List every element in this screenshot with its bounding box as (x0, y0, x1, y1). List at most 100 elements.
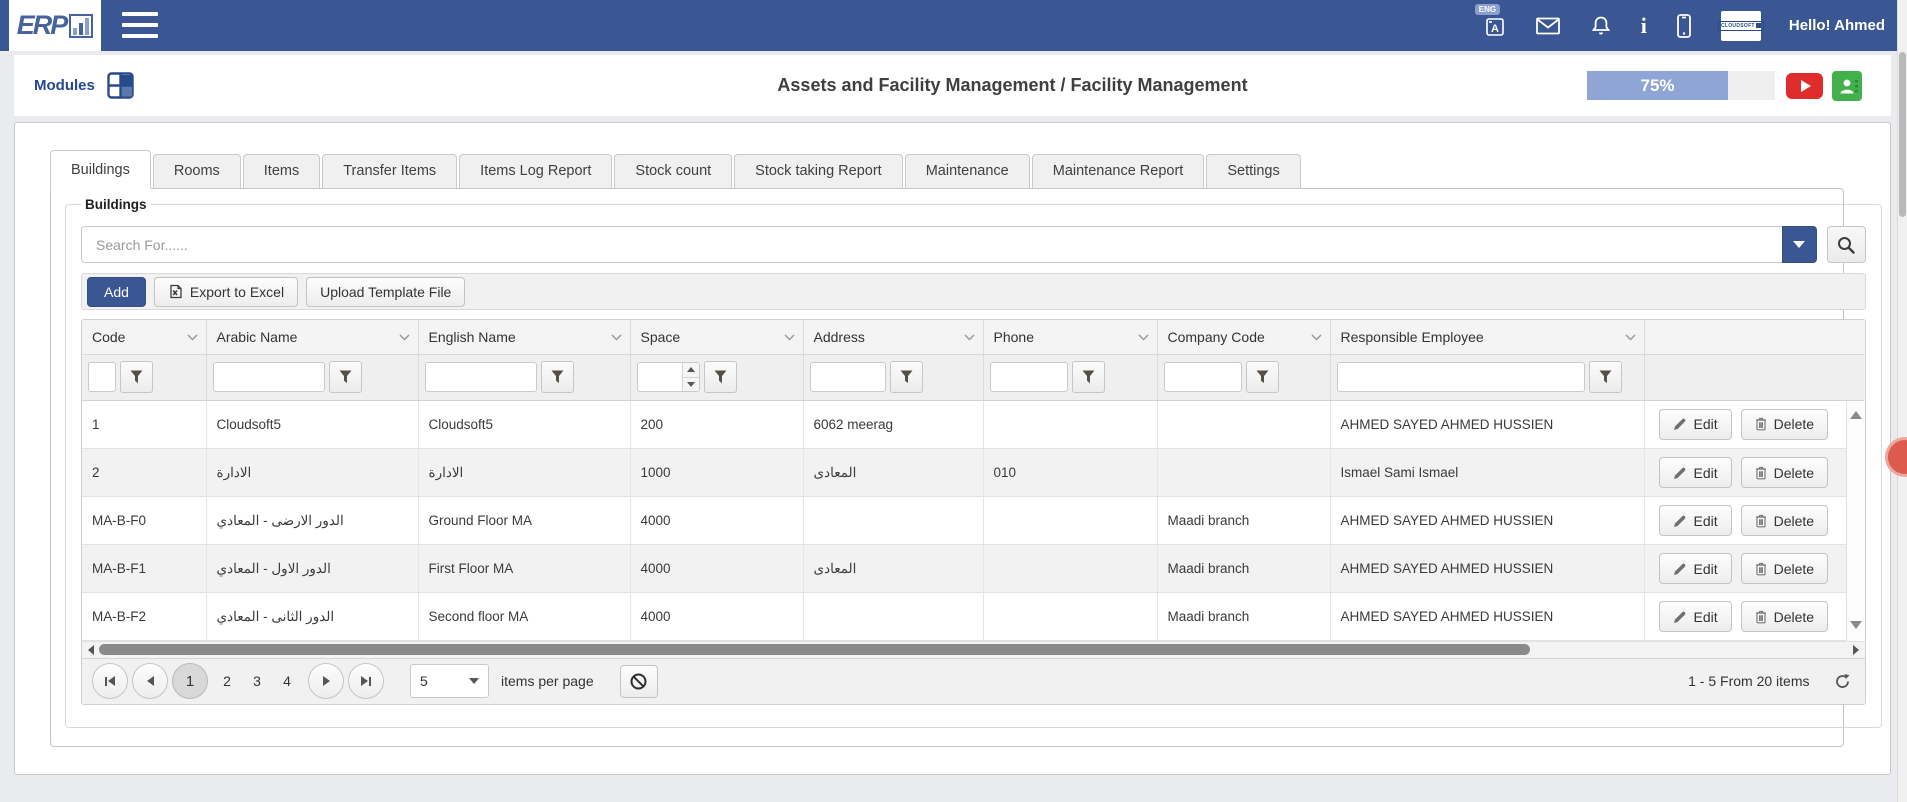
scroll-right-icon[interactable] (1850, 644, 1862, 655)
filter-button[interactable] (1588, 361, 1622, 393)
chevron-down-icon[interactable] (1137, 334, 1149, 341)
filter-button[interactable] (540, 361, 574, 393)
column-header-code[interactable]: Code (82, 320, 207, 355)
filter-button[interactable] (1071, 361, 1105, 393)
tab-items[interactable]: Items (242, 154, 321, 189)
refresh-icon[interactable] (1834, 673, 1851, 690)
column-header-address[interactable]: Address (803, 320, 984, 355)
scroll-up-icon[interactable] (1849, 410, 1862, 419)
edit-button[interactable]: Edit (1658, 505, 1732, 536)
company-logo-badge[interactable]: CLOUDSOFT (1717, 10, 1764, 41)
mobile-phone-icon[interactable] (1675, 13, 1693, 39)
export-to-excel-button[interactable]: Export to Excel (153, 276, 299, 307)
search-button[interactable] (1826, 226, 1866, 263)
last-page-button[interactable] (348, 663, 384, 699)
filter-input-arabic-name[interactable] (212, 362, 325, 392)
tab-maintenance-report[interactable]: Maintenance Report (1031, 154, 1205, 189)
chevron-down-icon[interactable] (783, 334, 795, 341)
page-button-current[interactable]: 1 (172, 663, 208, 699)
tab-buildings[interactable]: Buildings (50, 150, 151, 189)
menu-hamburger-icon[interactable] (122, 10, 158, 40)
previous-page-button[interactable] (132, 663, 168, 699)
page-button-4[interactable]: 4 (283, 673, 291, 689)
grid-horizontal-scrollbar[interactable] (82, 640, 1865, 658)
table-row[interactable]: MA-B-F1 الدور الاول - المعادي First Floo… (82, 544, 1865, 593)
table-row[interactable]: 2 الادارة الادارة 1000 المعادى 010 Ismae… (82, 448, 1865, 497)
hscroll-thumb[interactable] (99, 644, 1530, 655)
filter-input-responsible-employee[interactable] (1336, 362, 1585, 392)
cell-code: 2 (82, 448, 207, 497)
page-scrollbar[interactable] (1897, 0, 1907, 802)
info-icon[interactable]: i (1640, 12, 1647, 38)
modules-menu[interactable]: Modules (34, 72, 134, 99)
filter-button[interactable] (120, 361, 153, 393)
filter-button[interactable] (703, 361, 737, 393)
filter-input-space[interactable] (637, 363, 682, 391)
language-icon[interactable]: ENG A (1474, 3, 1507, 38)
filter-button[interactable] (889, 361, 923, 393)
column-header-space[interactable]: Space (630, 320, 804, 355)
page-button-3[interactable]: 3 (253, 673, 261, 689)
chevron-down-icon[interactable] (1310, 334, 1322, 341)
chevron-down-icon[interactable] (963, 334, 975, 341)
spinner-up-icon[interactable] (682, 363, 699, 378)
edit-button[interactable]: Edit (1658, 457, 1732, 488)
table-row[interactable]: MA-B-F0 الدور الارضى - المعادي Ground Fl… (82, 496, 1865, 545)
scroll-left-icon[interactable] (85, 644, 97, 655)
tab-stock-count[interactable]: Stock count (614, 154, 733, 189)
column-header-company-code[interactable]: Company Code (1157, 320, 1331, 355)
tab-settings[interactable]: Settings (1206, 154, 1301, 189)
grid-vertical-scrollbar[interactable] (1845, 400, 1865, 641)
add-button[interactable]: Add (87, 276, 146, 307)
delete-button[interactable]: Delete (1740, 408, 1829, 440)
upload-template-file-button[interactable]: Upload Template File (306, 276, 466, 307)
edit-button[interactable]: Edit (1658, 408, 1732, 440)
tab-rooms[interactable]: Rooms (152, 154, 241, 189)
delete-button[interactable]: Delete (1740, 553, 1829, 584)
notifications-bell-icon[interactable] (1589, 14, 1613, 38)
chevron-down-icon[interactable] (398, 334, 410, 341)
column-header-arabic-name[interactable]: Arabic Name (206, 320, 419, 355)
search-input[interactable] (81, 226, 1782, 263)
cancel-changes-button[interactable] (619, 664, 658, 698)
tab-items-log-report[interactable]: Items Log Report (459, 154, 613, 189)
filter-input-company-code[interactable] (1163, 362, 1242, 392)
page-scrollbar-thumb[interactable] (1899, 52, 1906, 217)
chevron-down-icon[interactable] (610, 334, 622, 341)
delete-button[interactable]: Delete (1740, 601, 1829, 632)
filter-input-english-name[interactable] (424, 362, 537, 392)
erp-logo[interactable]: ERP (9, 0, 101, 51)
filter-input-address[interactable] (809, 362, 886, 392)
youtube-button[interactable] (1786, 73, 1823, 99)
first-page-button[interactable] (92, 663, 128, 699)
edit-button[interactable]: Edit (1658, 601, 1732, 632)
hscroll-track[interactable] (97, 644, 1850, 655)
delete-button[interactable]: Delete (1740, 505, 1829, 536)
spinner-down-icon[interactable] (682, 377, 699, 391)
filter-input-phone[interactable] (989, 362, 1068, 392)
scroll-down-icon[interactable] (1849, 620, 1862, 629)
tab-maintenance[interactable]: Maintenance (904, 154, 1030, 189)
table-row[interactable]: MA-B-F2 الدور الثانى - المعادي Second fl… (82, 592, 1865, 641)
user-greeting[interactable]: Hello! Ahmed (1788, 17, 1885, 34)
cell-actions: Edit Delete (1644, 592, 1865, 641)
column-header-responsible-employee[interactable]: Responsible Employee (1330, 320, 1645, 355)
delete-button[interactable]: Delete (1740, 457, 1829, 488)
page-size-select[interactable]: 5 (410, 664, 489, 698)
mail-icon[interactable] (1535, 15, 1561, 37)
search-dropdown-button[interactable] (1781, 226, 1817, 263)
chevron-down-icon[interactable] (186, 334, 198, 341)
contact-button[interactable] (1832, 71, 1862, 101)
tab-stock-taking-report[interactable]: Stock taking Report (734, 154, 903, 189)
filter-button[interactable] (1245, 361, 1279, 393)
filter-input-code[interactable] (88, 362, 116, 392)
chevron-down-icon[interactable] (1624, 334, 1636, 341)
table-row[interactable]: 1 Cloudsoft5 Cloudsoft5 200 6062 meerag … (82, 400, 1865, 449)
column-header-english-name[interactable]: English Name (418, 320, 631, 355)
column-header-phone[interactable]: Phone (983, 320, 1158, 355)
edit-button[interactable]: Edit (1658, 553, 1732, 584)
filter-button[interactable] (328, 361, 362, 393)
next-page-button[interactable] (308, 663, 344, 699)
tab-transfer-items[interactable]: Transfer Items (322, 154, 458, 189)
page-button-2[interactable]: 2 (223, 673, 231, 689)
